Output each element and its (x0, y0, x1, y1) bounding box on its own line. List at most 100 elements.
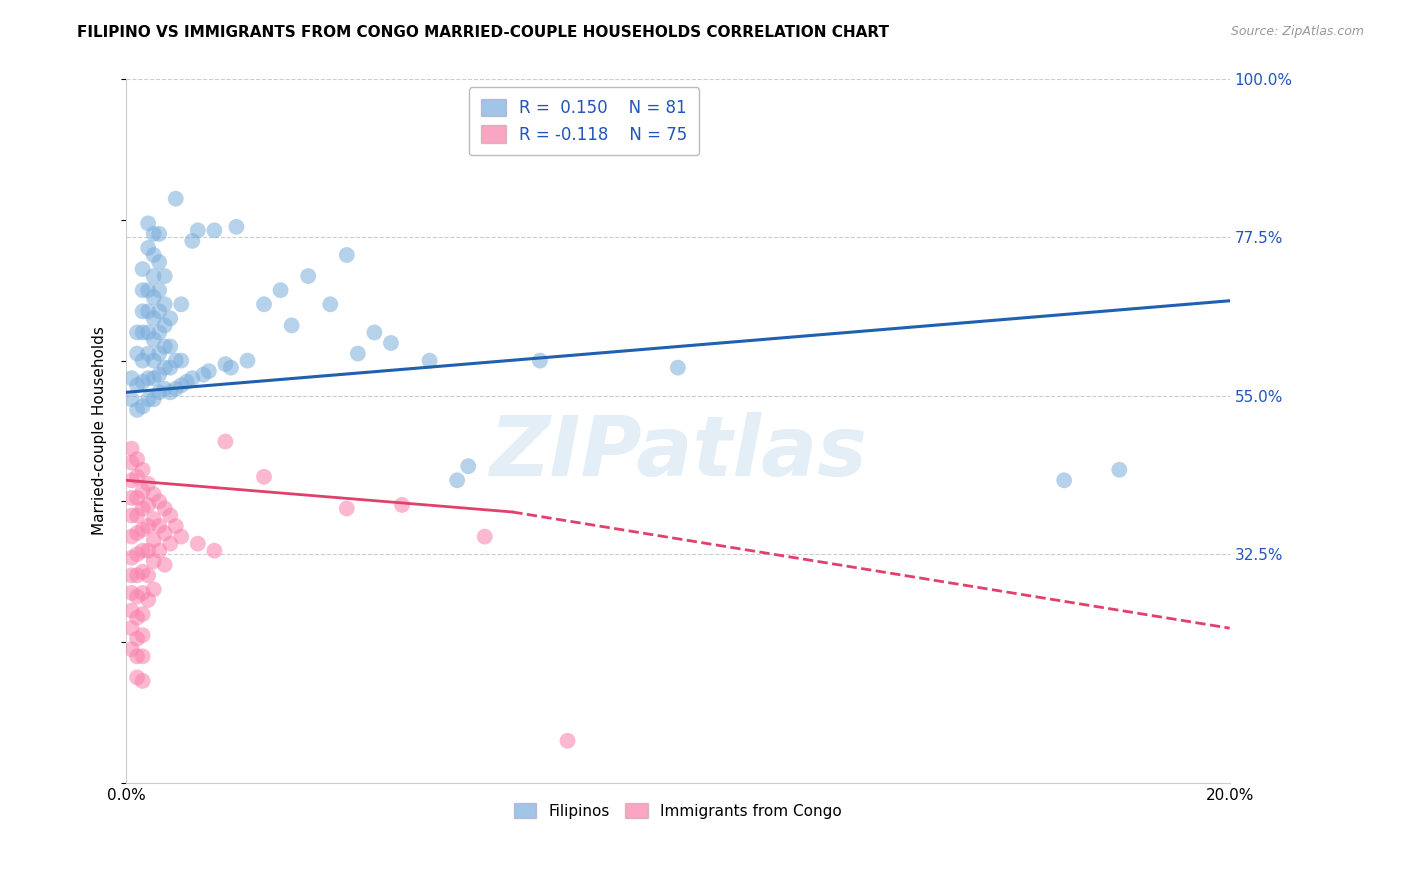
Point (153, 339, 176, 353)
Point (142, 582, 165, 597)
Point (153, 526, 176, 541)
Point (165, 382, 187, 396)
Point (159, 536, 181, 550)
Point (225, 219, 247, 234)
Point (131, 565, 153, 579)
Point (136, 593, 159, 607)
Point (131, 326, 153, 340)
Point (193, 368, 215, 382)
Point (136, 476, 159, 491)
Text: FILIPINO VS IMMIGRANTS FROM CONGO MARRIED-COUPLE HOUSEHOLDS CORRELATION CHART: FILIPINO VS IMMIGRANTS FROM CONGO MARRIE… (77, 25, 890, 40)
Point (127, 590, 149, 604)
Point (127, 547, 149, 561)
Point (148, 346, 170, 360)
Point (202, 223, 225, 237)
Point (136, 283, 159, 297)
Point (131, 375, 153, 389)
Point (380, 336, 402, 351)
Point (136, 568, 159, 582)
Point (170, 530, 193, 544)
Point (557, 733, 579, 747)
Point (121, 586, 143, 600)
Point (131, 353, 153, 368)
Point (121, 442, 143, 456)
Point (121, 642, 143, 657)
Point (148, 385, 170, 400)
Point (136, 392, 159, 407)
Point (131, 543, 153, 558)
Point (131, 400, 153, 414)
Point (121, 621, 143, 635)
Point (127, 378, 149, 392)
Point (153, 558, 176, 572)
Point (131, 628, 153, 642)
Point (142, 269, 165, 284)
Point (153, 297, 176, 311)
Point (153, 360, 176, 375)
Point (391, 498, 413, 512)
Point (142, 227, 165, 241)
Point (148, 227, 170, 241)
Point (446, 473, 468, 487)
Point (121, 568, 143, 582)
Point (121, 508, 143, 523)
Point (363, 326, 385, 340)
Point (159, 339, 181, 353)
Point (136, 543, 159, 558)
Point (165, 192, 187, 206)
Point (148, 519, 170, 533)
Point (131, 586, 153, 600)
Point (127, 649, 149, 664)
Point (131, 607, 153, 621)
Point (419, 353, 441, 368)
Point (121, 392, 143, 407)
Point (159, 360, 181, 375)
Point (297, 269, 319, 284)
Point (142, 353, 165, 368)
Point (176, 375, 198, 389)
Point (153, 382, 176, 396)
Point (214, 434, 236, 449)
Point (336, 248, 359, 262)
Point (142, 311, 165, 326)
Y-axis label: Married-couple Households: Married-couple Households (93, 326, 107, 535)
Point (336, 501, 359, 516)
Point (529, 353, 551, 368)
Point (131, 649, 153, 664)
Point (127, 346, 149, 360)
Point (142, 533, 165, 548)
Point (127, 632, 149, 646)
Point (131, 262, 153, 277)
Point (148, 494, 170, 508)
Point (142, 512, 165, 526)
Point (121, 603, 143, 617)
Point (165, 519, 187, 533)
Point (142, 392, 165, 407)
Point (187, 536, 209, 550)
Point (165, 353, 187, 368)
Point (142, 487, 165, 501)
Point (136, 216, 159, 230)
Point (253, 297, 276, 311)
Point (131, 501, 153, 516)
Point (148, 255, 170, 269)
Point (159, 508, 181, 523)
Point (121, 530, 143, 544)
Point (181, 371, 204, 385)
Point (142, 333, 165, 347)
Point (131, 463, 153, 477)
Point (121, 371, 143, 385)
Point (347, 346, 370, 360)
Point (131, 523, 153, 537)
Point (153, 501, 176, 516)
Point (127, 452, 149, 467)
Point (121, 473, 143, 487)
Point (136, 326, 159, 340)
Point (127, 610, 149, 624)
Point (127, 403, 149, 417)
Point (270, 283, 292, 297)
Point (127, 568, 149, 582)
Point (219, 360, 242, 375)
Point (142, 371, 165, 385)
Point (474, 530, 496, 544)
